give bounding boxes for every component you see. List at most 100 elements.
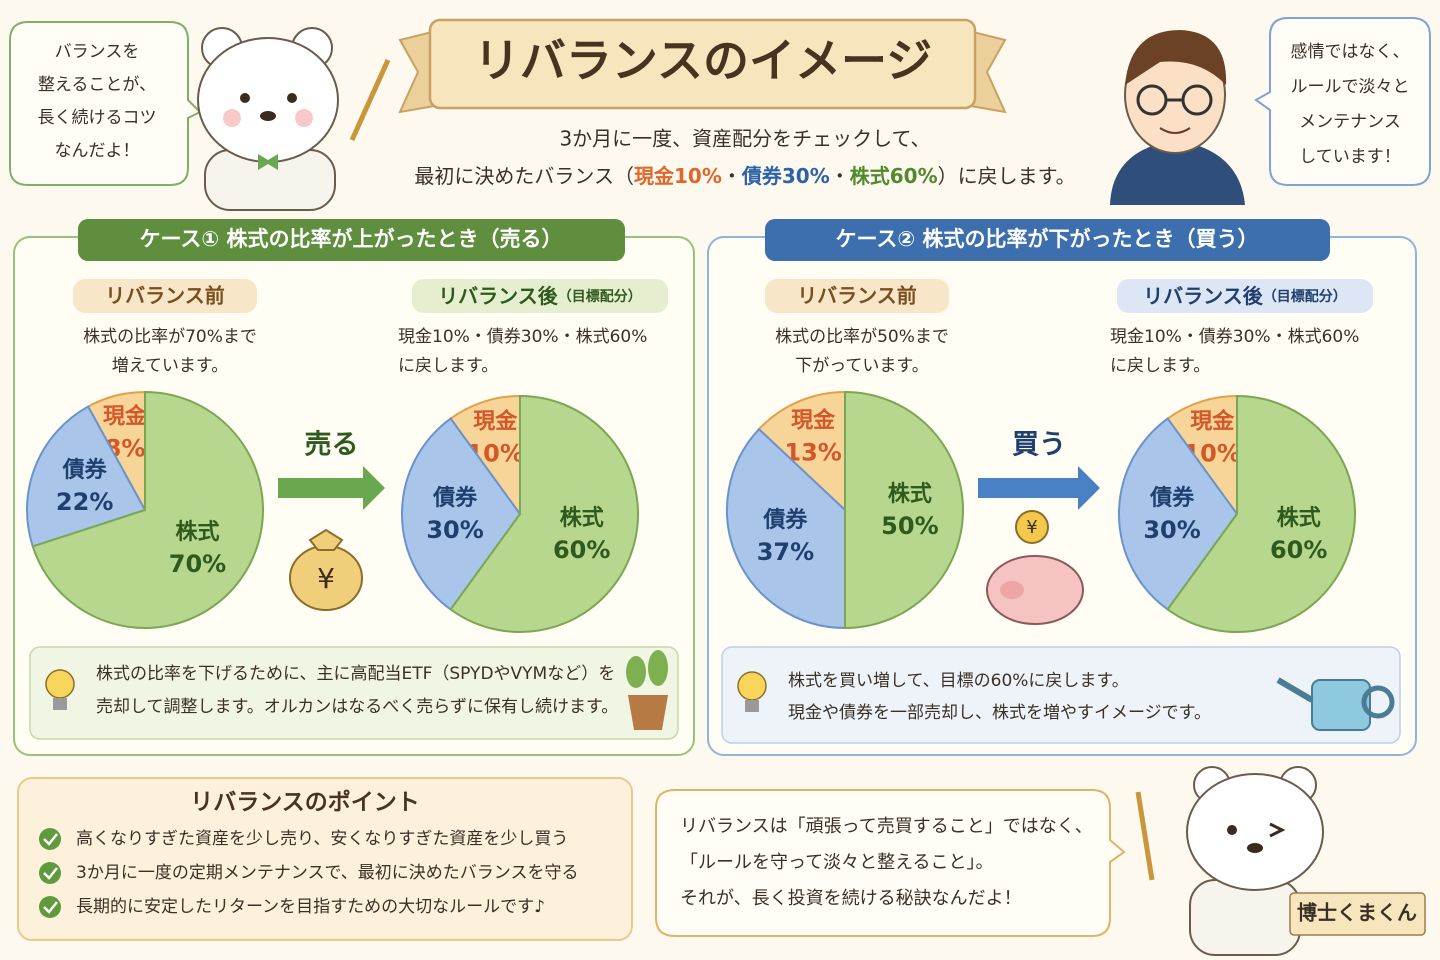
slice-name: 現金 (1190, 409, 1235, 435)
bubble-text: メンテナンス (1299, 112, 1401, 132)
bubble-text: バランスを (55, 42, 140, 62)
slice-name: 株式 (1277, 506, 1321, 531)
slice-value: 30% (1143, 516, 1200, 544)
slice-name: 株式 (888, 482, 932, 507)
bubble-text: なんだよ！ (55, 141, 140, 161)
bubble-text: 感情ではなく、 (1291, 42, 1410, 62)
closing-text: それが、長く投資を続ける秘訣なんだよ！ (680, 888, 1022, 909)
subtitle-part: 最初に決めたバランス（ (414, 164, 634, 188)
pie-slice (449, 394, 521, 518)
slice-name: 債券 (1149, 485, 1195, 511)
pie-slice (1118, 417, 1239, 611)
points-title: リバランスのポイント (190, 789, 420, 816)
title: リバランスのイメージ (474, 34, 932, 88)
pie-slice (726, 427, 846, 630)
slice-name: 債券 (432, 485, 478, 511)
check-mark (43, 833, 58, 846)
slice-value: 50% (881, 512, 938, 540)
pie-slice (31, 390, 264, 629)
subtitle-part: ・ (830, 164, 850, 188)
check-icon (39, 896, 61, 918)
bear-character (1135, 766, 1324, 956)
bulb-icon (45, 669, 75, 710)
name-tag (1289, 892, 1426, 936)
pie-slice (26, 405, 147, 548)
label-pill (1117, 279, 1373, 313)
case-title-pill (765, 219, 1330, 261)
check-icon (39, 862, 61, 884)
pie-slice (757, 390, 846, 513)
slice-name: 債券 (762, 507, 808, 533)
bubble-text: しています！ (1299, 147, 1401, 167)
label-pill (73, 279, 257, 313)
case-title-pill (78, 219, 625, 261)
before-label: リバランス前 (797, 284, 917, 308)
speech-bubble (9, 21, 202, 186)
slice-value: 37% (757, 538, 814, 566)
svg-text:¥: ¥ (317, 562, 335, 595)
pie-slice (1166, 394, 1238, 518)
case-title: ケース② 株式の比率が下がったとき（買う） (835, 227, 1258, 251)
check-icon (39, 828, 61, 850)
note-text: 売却して調整します。オルカンはなるべく売らずに保有し続けます。 (96, 697, 618, 717)
note-text: 株式の比率を下げるために、主に高配当ETF（SPYDやVYMなど）を (96, 664, 615, 684)
bubble-text: 長く続けるコツ (38, 108, 157, 128)
case-desc: 現金10%・債券30%・株式60% (398, 327, 647, 347)
slice-value: 30% (426, 516, 483, 544)
slice-name: 現金 (473, 409, 518, 435)
arrow (978, 466, 1100, 510)
case-desc: 下がっています。 (795, 356, 928, 376)
before-label: リバランス前 (105, 284, 225, 308)
pie-slice (1166, 394, 1356, 633)
action-label: 買う (1012, 430, 1066, 461)
check-mark (43, 867, 58, 880)
character-name: 博士くまくん (1297, 901, 1417, 925)
case-desc: に戻します。 (398, 356, 498, 376)
after-label-note: （目標配分） (558, 288, 642, 305)
subtitle-part: ・ (722, 164, 742, 188)
plant-icon (626, 650, 668, 730)
action-label: 売る (305, 430, 359, 461)
arrow (278, 466, 385, 510)
subtitle: 3か月に一度、資産配分をチェックして、 (559, 127, 930, 151)
after-label-main: リバランス後 (1143, 284, 1264, 308)
subtitle-part: ）に戻します。 (938, 164, 1076, 188)
svg-text:¥: ¥ (1026, 517, 1037, 538)
label-pill (765, 279, 949, 313)
case-desc: 増えています。 (112, 356, 228, 376)
speech-bubble (655, 789, 1126, 937)
bear-character (197, 27, 391, 211)
slice-name: 株式 (560, 506, 604, 531)
subtitle-cash: 現金10% (634, 164, 722, 188)
points-box (17, 777, 633, 941)
case-desc: に戻します。 (1110, 356, 1210, 376)
point-item: 長期的に安定したリターンを目指すための大切なルールです♪ (76, 897, 545, 917)
case-title: ケース① 株式の比率が上がったとき（売る） (139, 227, 562, 251)
pie-slice (844, 390, 964, 630)
slice-value: 70% (169, 550, 226, 578)
note-text: 現金や債券を一部売却し、株式を増やすイメージです。 (788, 703, 1211, 723)
closing-text: リバランスは「頑張って売買すること」ではなく、 (680, 816, 1093, 837)
slice-value: 22% (56, 488, 113, 516)
closing-text: 「ルールを守って淡々と整えること」。 (680, 852, 994, 873)
speech-bubble (1254, 17, 1431, 186)
bubble-text: 整えることが、 (38, 75, 156, 95)
after-label: リバランス後（目標配分） (1143, 284, 1347, 308)
pie-slice (401, 417, 522, 611)
watering-can-icon (1276, 677, 1395, 731)
bulb-icon (737, 671, 767, 712)
after-label-main: リバランス後 (438, 284, 559, 308)
case-desc: 株式の比率が70%まで (83, 327, 257, 347)
check-mark (43, 901, 58, 914)
slice-name: 現金 (791, 407, 836, 433)
subtitle: 最初に決めたバランス（現金10%・債券30%・株式60%）に戻します。 (414, 164, 1075, 188)
slice-name: 債券 (62, 457, 108, 483)
case-desc: 現金10%・債券30%・株式60% (1110, 327, 1359, 347)
label-pill (412, 279, 668, 313)
pie-slice (449, 394, 639, 633)
subtitle-bond: 債券30% (741, 164, 830, 188)
after-label-note: （目標配分） (1263, 288, 1347, 305)
slice-value: 60% (553, 536, 610, 564)
subtitle-stock: 株式60% (850, 164, 938, 188)
note-box (721, 646, 1401, 744)
